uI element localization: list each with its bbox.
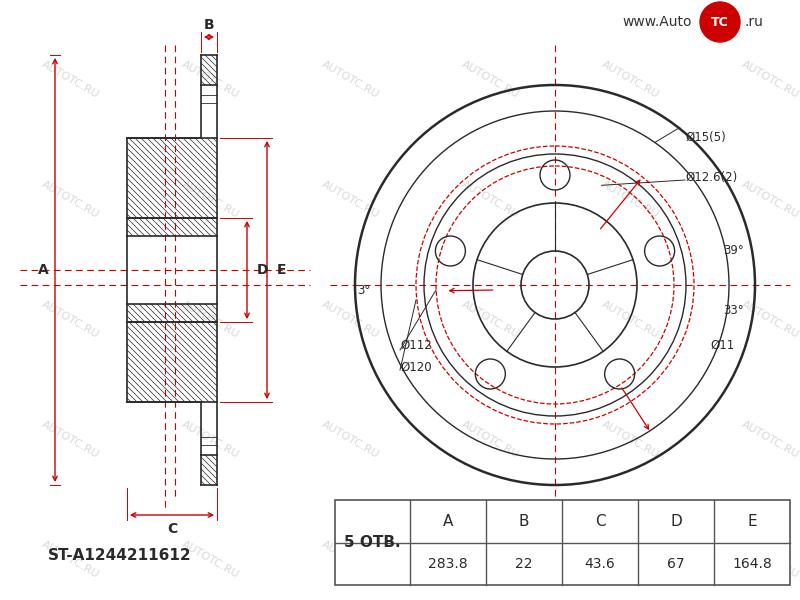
Text: 164.8: 164.8 <box>732 557 772 571</box>
Text: AUTOTC.RU: AUTOTC.RU <box>319 419 381 460</box>
Text: C: C <box>594 514 606 529</box>
Text: B: B <box>204 18 214 32</box>
Text: AUTOTC.RU: AUTOTC.RU <box>599 179 661 220</box>
Text: 22: 22 <box>515 557 533 571</box>
Text: 283.8: 283.8 <box>428 557 468 571</box>
Text: AUTOTC.RU: AUTOTC.RU <box>179 179 241 220</box>
Text: .ru: .ru <box>744 15 763 29</box>
Text: Ø12.6(2): Ø12.6(2) <box>685 170 738 184</box>
Text: AUTOTC.RU: AUTOTC.RU <box>179 299 241 340</box>
Text: AUTOTC.RU: AUTOTC.RU <box>459 299 521 340</box>
Text: AUTOTC.RU: AUTOTC.RU <box>179 59 241 100</box>
Text: E: E <box>747 514 757 529</box>
Text: TC: TC <box>711 16 729 28</box>
Text: AUTOTC.RU: AUTOTC.RU <box>459 419 521 460</box>
Text: AUTOTC.RU: AUTOTC.RU <box>319 59 381 100</box>
Text: Ø15(5): Ø15(5) <box>685 130 726 143</box>
Text: AUTOTC.RU: AUTOTC.RU <box>39 59 101 100</box>
Text: 43.6: 43.6 <box>585 557 615 571</box>
Text: AUTOTC.RU: AUTOTC.RU <box>319 299 381 340</box>
Text: C: C <box>167 522 177 536</box>
Text: AUTOTC.RU: AUTOTC.RU <box>39 299 101 340</box>
Text: Ø11: Ø11 <box>710 338 734 352</box>
Text: A: A <box>443 514 453 529</box>
Text: AUTOTC.RU: AUTOTC.RU <box>599 299 661 340</box>
Text: AUTOTC.RU: AUTOTC.RU <box>39 539 101 580</box>
Text: 5 ОТВ.: 5 ОТВ. <box>344 535 401 550</box>
Circle shape <box>700 2 740 42</box>
Text: AUTOTC.RU: AUTOTC.RU <box>179 539 241 580</box>
Text: B: B <box>518 514 530 529</box>
Text: AUTOTC.RU: AUTOTC.RU <box>739 419 800 460</box>
Text: AUTOTC.RU: AUTOTC.RU <box>599 59 661 100</box>
Text: AUTOTC.RU: AUTOTC.RU <box>319 539 381 580</box>
Text: AUTOTC.RU: AUTOTC.RU <box>739 59 800 100</box>
Text: AUTOTC.RU: AUTOTC.RU <box>179 419 241 460</box>
Text: AUTOTC.RU: AUTOTC.RU <box>739 539 800 580</box>
Text: AUTOTC.RU: AUTOTC.RU <box>739 299 800 340</box>
Text: 3°: 3° <box>357 283 370 296</box>
Text: 67: 67 <box>667 557 685 571</box>
Text: AUTOTC.RU: AUTOTC.RU <box>599 419 661 460</box>
Text: D: D <box>670 514 682 529</box>
Text: ST-A1244211612: ST-A1244211612 <box>48 547 192 563</box>
Text: Ø120: Ø120 <box>400 361 432 373</box>
Text: AUTOTC.RU: AUTOTC.RU <box>319 179 381 220</box>
Text: AUTOTC.RU: AUTOTC.RU <box>739 179 800 220</box>
Text: AUTOTC.RU: AUTOTC.RU <box>599 539 661 580</box>
Text: www.Auto: www.Auto <box>622 15 692 29</box>
Text: AUTOTC.RU: AUTOTC.RU <box>39 419 101 460</box>
Text: 39°: 39° <box>723 244 744 257</box>
Text: D: D <box>257 263 269 277</box>
Text: AUTOTC.RU: AUTOTC.RU <box>459 179 521 220</box>
Text: Ø112: Ø112 <box>400 338 432 352</box>
Text: AUTOTC.RU: AUTOTC.RU <box>459 539 521 580</box>
Text: AUTOTC.RU: AUTOTC.RU <box>39 179 101 220</box>
Text: A: A <box>38 263 48 277</box>
Text: 33°: 33° <box>723 304 744 317</box>
Text: AUTOTC.RU: AUTOTC.RU <box>459 59 521 100</box>
Bar <box>335 500 790 585</box>
Text: E: E <box>277 263 286 277</box>
